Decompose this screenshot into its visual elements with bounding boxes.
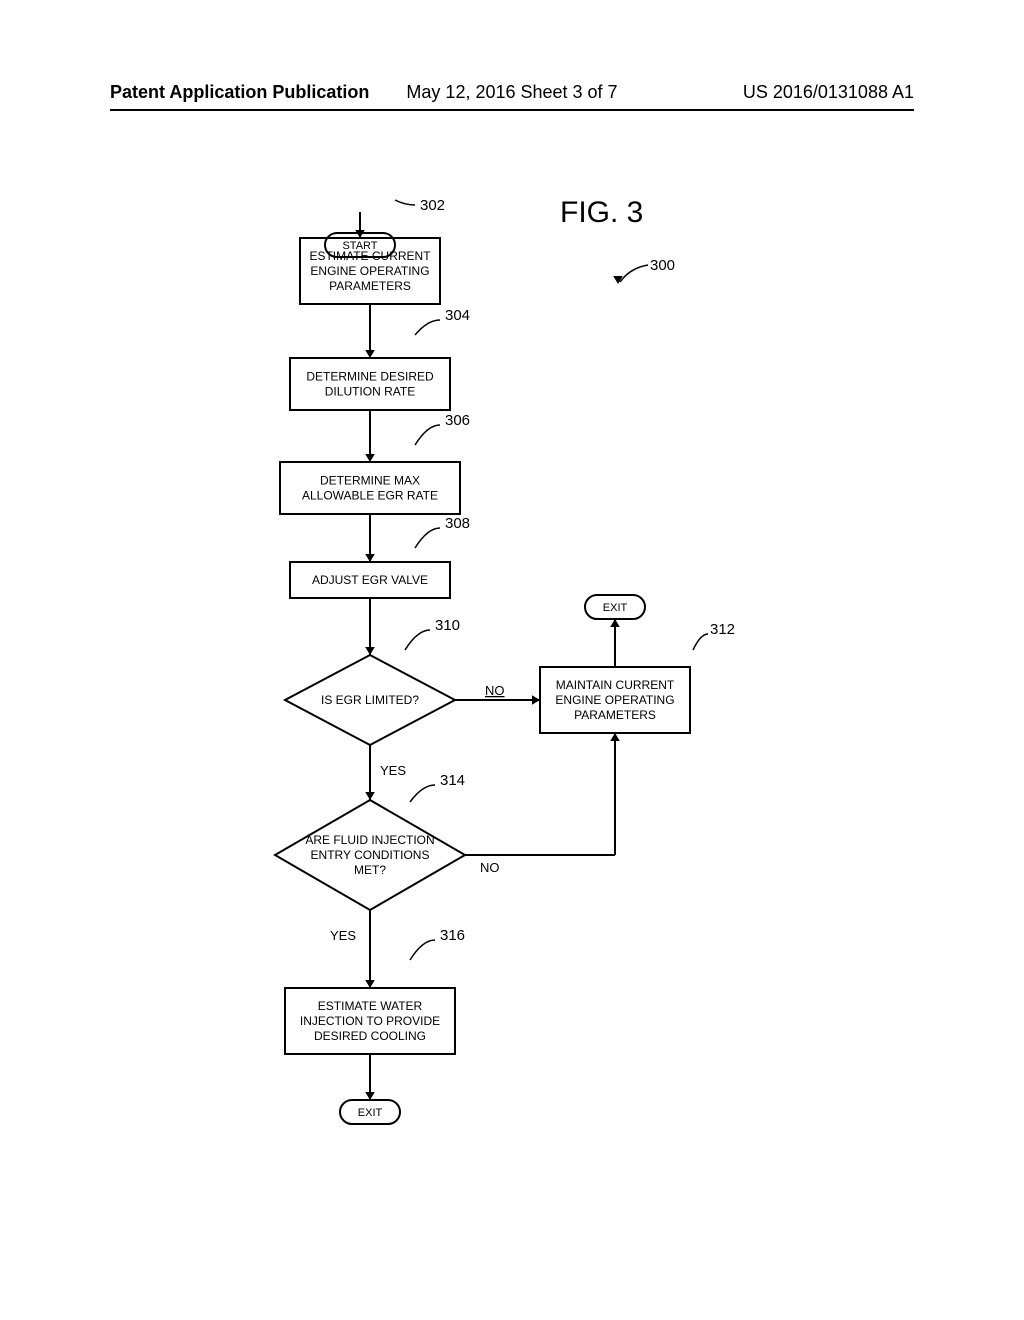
- svg-text:ARE FLUID INJECTION: ARE FLUID INJECTION: [305, 833, 434, 847]
- svg-text:DETERMINE DESIRED: DETERMINE DESIRED: [306, 370, 434, 384]
- svg-text:MET?: MET?: [354, 863, 386, 877]
- svg-text:ENTRY CONDITIONS: ENTRY CONDITIONS: [311, 848, 430, 862]
- svg-text:304: 304: [445, 307, 470, 324]
- svg-text:DESIRED COOLING: DESIRED COOLING: [314, 1029, 426, 1043]
- svg-text:ENGINE OPERATING: ENGINE OPERATING: [555, 693, 674, 707]
- svg-text:DETERMINE MAX: DETERMINE MAX: [320, 474, 420, 488]
- svg-text:NO: NO: [485, 683, 505, 698]
- header-right: US 2016/0131088 A1: [743, 82, 914, 103]
- svg-text:ADJUST EGR VALVE: ADJUST EGR VALVE: [312, 573, 428, 587]
- svg-text:INJECTION TO PROVIDE: INJECTION TO PROVIDE: [300, 1014, 440, 1028]
- svg-text:ALLOWABLE EGR RATE: ALLOWABLE EGR RATE: [302, 489, 438, 503]
- svg-text:PARAMETERS: PARAMETERS: [574, 708, 656, 722]
- svg-text:ESTIMATE WATER: ESTIMATE WATER: [318, 999, 423, 1013]
- svg-text:NO: NO: [480, 860, 500, 875]
- svg-text:300: 300: [650, 257, 675, 274]
- page-header: Patent Application Publication May 12, 2…: [110, 82, 914, 111]
- svg-text:EXIT: EXIT: [358, 1107, 383, 1119]
- svg-text:IS EGR LIMITED?: IS EGR LIMITED?: [321, 693, 419, 707]
- svg-text:316: 316: [440, 927, 465, 944]
- svg-text:312: 312: [710, 621, 735, 638]
- svg-text:FIG. 3: FIG. 3: [560, 196, 643, 229]
- svg-text:MAINTAIN CURRENT: MAINTAIN CURRENT: [556, 678, 675, 692]
- svg-text:310: 310: [435, 617, 460, 634]
- svg-text:PARAMETERS: PARAMETERS: [329, 279, 411, 293]
- svg-text:306: 306: [445, 412, 470, 429]
- svg-text:302: 302: [420, 197, 445, 214]
- header-center: May 12, 2016 Sheet 3 of 7: [406, 82, 617, 103]
- svg-text:YES: YES: [330, 928, 356, 943]
- svg-text:EXIT: EXIT: [603, 602, 628, 614]
- svg-text:ESTIMATE CURRENT: ESTIMATE CURRENT: [309, 249, 431, 263]
- svg-text:ENGINE OPERATING: ENGINE OPERATING: [310, 264, 429, 278]
- svg-text:314: 314: [440, 772, 465, 789]
- flowchart-container: START302ESTIMATE CURRENTENGINE OPERATING…: [0, 150, 1024, 1270]
- svg-text:DILUTION RATE: DILUTION RATE: [325, 385, 415, 399]
- svg-text:308: 308: [445, 515, 470, 532]
- flowchart-svg: START302ESTIMATE CURRENTENGINE OPERATING…: [0, 150, 1024, 1270]
- svg-text:YES: YES: [380, 763, 406, 778]
- header-left: Patent Application Publication: [110, 82, 369, 103]
